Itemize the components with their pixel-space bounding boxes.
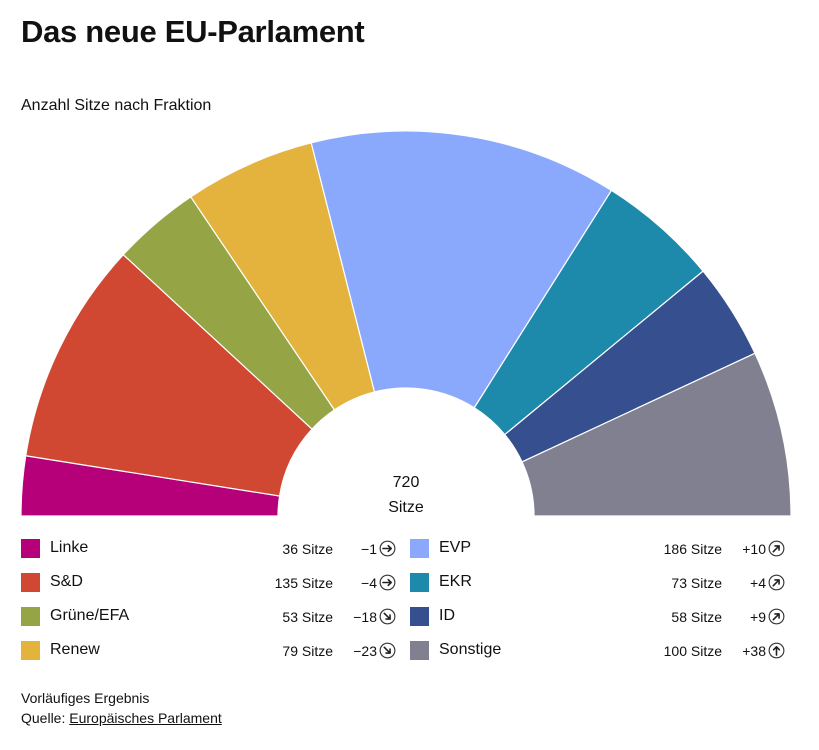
trend-up-icon: [768, 608, 785, 625]
legend-seats: 186 Sitze: [663, 541, 722, 557]
trend-down-icon: [379, 540, 396, 557]
legend-change: −18: [353, 609, 377, 625]
segment-evp: [310, 130, 613, 409]
legend-change: −23: [353, 643, 377, 659]
legend-label: Linke: [50, 539, 89, 556]
legend-label: Grüne/EFA: [50, 607, 130, 624]
legend-seats: 135 Sitze: [274, 575, 333, 591]
legend-seats: 79 Sitze: [282, 643, 333, 659]
trend-down-icon: [379, 642, 396, 659]
trend-up-icon: [768, 540, 785, 557]
legend-seats: 73 Sitze: [671, 575, 722, 591]
legend-label: ID: [439, 607, 455, 624]
legend-label: EVP: [439, 539, 472, 556]
legend-swatch: [410, 607, 429, 626]
footer: Vorläufiges Ergebnis Quelle: Europäische…: [21, 688, 222, 728]
legend-seats: 58 Sitze: [671, 609, 722, 625]
legend-change: +10: [742, 541, 766, 557]
trend-down-icon: [379, 608, 396, 625]
chart-segments: [20, 130, 792, 517]
legend-swatch: [410, 539, 429, 558]
legend-item-gr-ne-efa: Grüne/EFA 53 Sitze −18: [21, 602, 396, 636]
segment-sonstige: [521, 352, 792, 517]
legend-swatch: [21, 573, 40, 592]
legend-item-sonstige: Sonstige 100 Sitze +38: [410, 636, 785, 670]
segment-s-d: [25, 253, 313, 497]
chart-subtitle: Anzahl Sitze nach Fraktion: [21, 97, 212, 114]
legend-change: +38: [742, 643, 766, 659]
legend-seats: 36 Sitze: [282, 541, 333, 557]
legend-label: Renew: [50, 641, 100, 658]
trend-up-icon: [768, 574, 785, 591]
legend-item-s-d: S&D 135 Sitze −4: [21, 568, 396, 602]
trend-down-icon: [379, 574, 396, 591]
legend-label: Sonstige: [439, 641, 502, 658]
source-link[interactable]: Europäisches Parlament: [69, 710, 222, 726]
legend-change: +4: [750, 575, 766, 591]
legend-item-evp: EVP 186 Sitze +10: [410, 534, 785, 568]
legend-seats: 53 Sitze: [282, 609, 333, 625]
total-seats-value: 720: [393, 474, 420, 491]
legend-change: +9: [750, 609, 766, 625]
legend-item-ekr: EKR 73 Sitze +4: [410, 568, 785, 602]
legend-item-linke: Linke 36 Sitze −1: [21, 534, 396, 568]
legend-label: S&D: [50, 573, 83, 590]
legend-item-id: ID 58 Sitze +9: [410, 602, 785, 636]
legend-change: −1: [361, 541, 377, 557]
half-donut-chart: 720 Sitze: [20, 130, 792, 517]
legend-swatch: [410, 641, 429, 660]
legend-change: −4: [361, 575, 377, 591]
chart-title: Das neue EU-Parlament: [21, 14, 365, 49]
legend-right-column: EVP 186 Sitze +10 EKR 73 Sitze +4 ID 58 Sitze +9…: [410, 534, 785, 670]
legend-swatch: [21, 641, 40, 660]
legend-swatch: [410, 573, 429, 592]
footer-source: Quelle: Europäisches Parlament: [21, 708, 222, 728]
total-seats-label: Sitze: [388, 499, 424, 516]
footer-source-label: Quelle:: [21, 710, 66, 726]
legend-seats: 100 Sitze: [663, 643, 722, 659]
legend-swatch: [21, 607, 40, 626]
legend-label: EKR: [439, 573, 472, 590]
legend-item-renew: Renew 79 Sitze −23: [21, 636, 396, 670]
trend-up-icon: [768, 642, 785, 659]
legend-swatch: [21, 539, 40, 558]
legend-left-column: Linke 36 Sitze −1 S&D 135 Sitze −4 Grüne/EFA 53…: [21, 534, 396, 670]
footer-note: Vorläufiges Ergebnis: [21, 690, 150, 706]
